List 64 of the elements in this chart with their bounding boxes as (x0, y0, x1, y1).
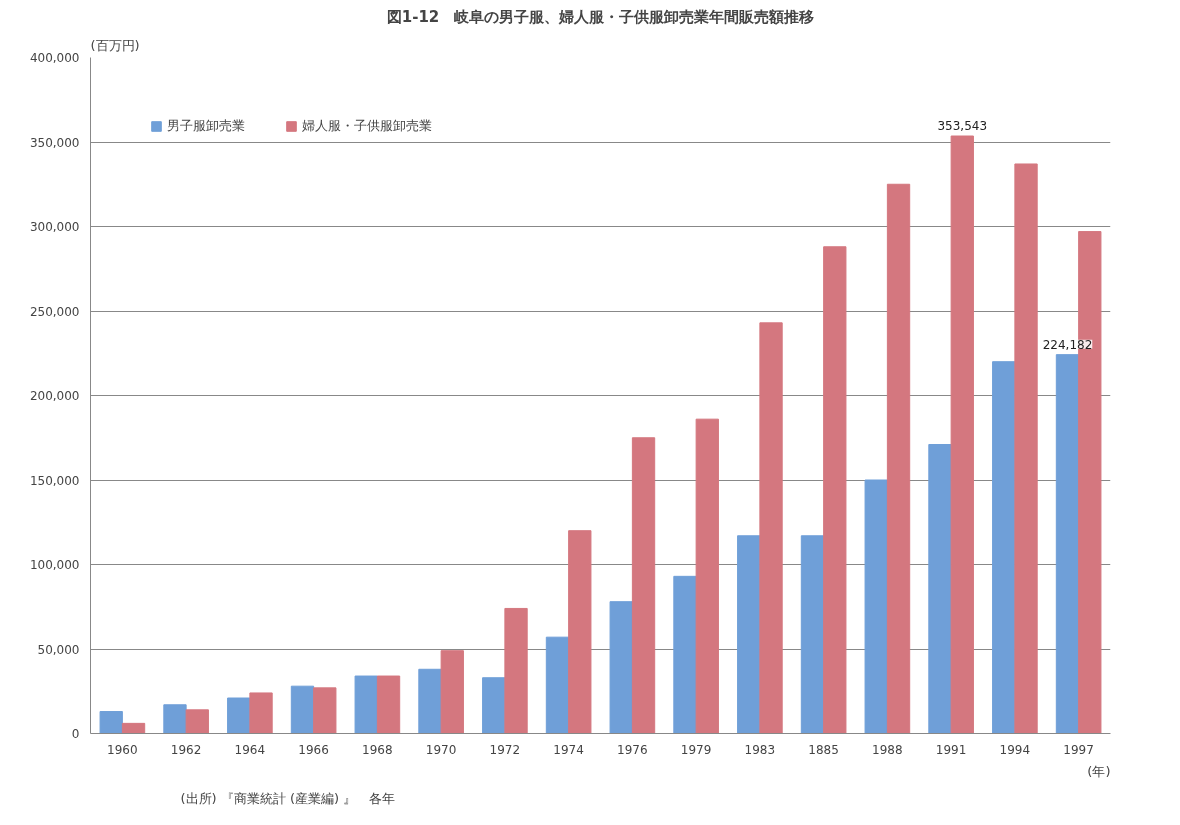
text: (出所) 『商業統計 (産業編) 』 各年 (180, 790, 396, 806)
bar (631, 437, 656, 734)
x-tick-label: 1962 (170, 742, 202, 757)
bar (249, 692, 273, 734)
bar (121, 722, 146, 734)
x-tick-label: 1994 (999, 742, 1031, 757)
y-tick-label: 50,000 (37, 642, 80, 657)
bar (185, 709, 209, 734)
bar (440, 650, 464, 734)
bar (695, 418, 719, 734)
bar (823, 246, 847, 734)
x-tick-label: 1976 (617, 742, 648, 757)
bar (568, 530, 592, 734)
x-tick-label: 1979 (680, 742, 712, 757)
x-tick-label: 1960 (107, 742, 138, 757)
x-tick-label: 1972 (489, 742, 521, 757)
bar (418, 668, 442, 734)
bar (886, 183, 911, 734)
bar (800, 535, 825, 734)
bar (673, 575, 697, 734)
bar (1055, 354, 1080, 734)
x-tick-label: 1964 (234, 742, 266, 757)
x-tick-label: 1991 (935, 742, 967, 757)
data-label: 353,543 (937, 119, 988, 134)
bar (928, 444, 952, 734)
bar (759, 322, 783, 734)
x-tick-label: 1968 (362, 742, 393, 757)
bar (482, 677, 506, 734)
x-tick-label: 1970 (425, 742, 457, 757)
y-axis-title: (百万円) (90, 37, 140, 53)
data-label: 224,182 (1042, 337, 1093, 352)
x-tick-label: 1983 (744, 742, 776, 757)
bar (227, 697, 251, 734)
bar (376, 675, 401, 734)
bar (864, 479, 888, 734)
bar (609, 601, 633, 734)
y-tick-label: 0 (71, 727, 80, 741)
bar (354, 675, 378, 734)
x-tick-label: 1974 (553, 742, 584, 757)
bar (99, 711, 123, 734)
x-tick-label: 1997 (1063, 742, 1094, 757)
y-tick-label: 100,000 (29, 558, 80, 572)
y-tick-label: 400,000 (29, 51, 80, 65)
chart-title: 図1-12 岐阜の男子服、婦人服・子供服卸売業年間販売額推移 (386, 7, 815, 26)
bar (290, 685, 315, 734)
bar (992, 361, 1016, 734)
y-tick-label: 200,000 (29, 389, 80, 403)
x-tick-label: 1885 (808, 742, 839, 757)
x-axis-title: (年) (1087, 763, 1111, 779)
y-tick-label: 150,000 (29, 473, 80, 488)
x-tick-label: 1966 (298, 742, 329, 757)
y-tick-label: 300,000 (29, 220, 80, 234)
bar (545, 636, 570, 734)
bar (163, 704, 187, 734)
x-tick-label: 1988 (872, 742, 903, 757)
y-tick-label: 350,000 (29, 135, 80, 150)
legend-label: 男子服卸売業 (167, 117, 245, 135)
bar (950, 135, 974, 734)
legend-label: 婦人服・子供服卸売業 (302, 117, 432, 135)
bar (313, 687, 337, 734)
bar (737, 535, 761, 734)
y-tick-label: 250,000 (29, 304, 80, 319)
bar (1014, 163, 1038, 734)
bar (504, 607, 528, 734)
